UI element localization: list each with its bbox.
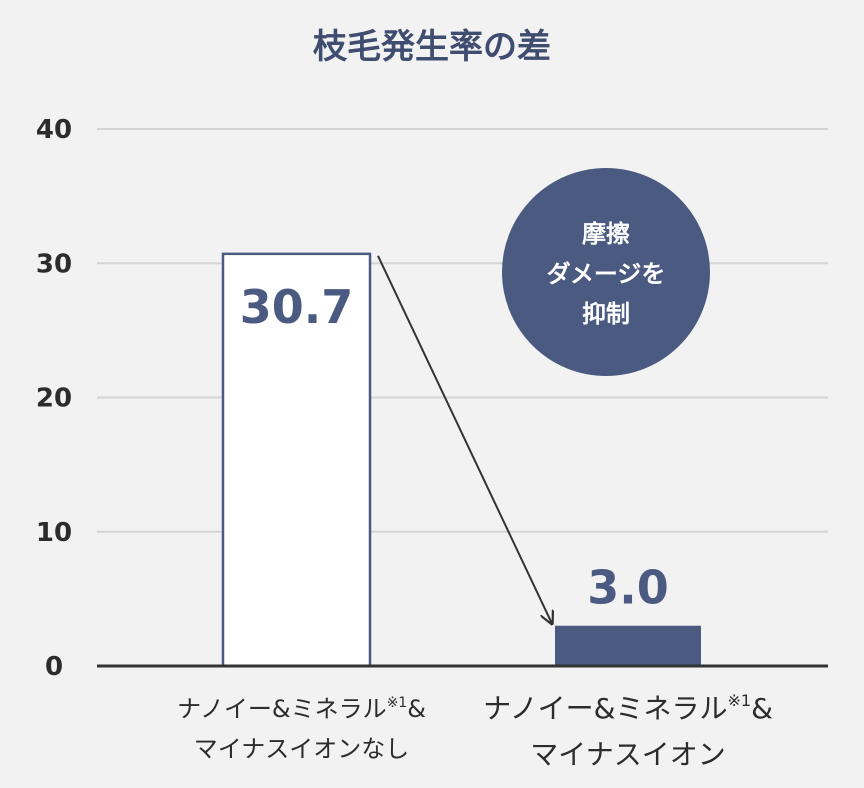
x-category-label-line: マイナスイオンなし [194, 735, 410, 763]
category-label-tail: & [407, 695, 426, 723]
chart-title: 枝毛発生率の差 [313, 27, 551, 67]
y-tick-label: 10 [36, 518, 72, 548]
footnote-superscript: ※1 [728, 691, 752, 710]
badge-text-line: 抑制 [582, 300, 630, 328]
data-label-without-ion: 30.7 [240, 280, 354, 334]
badge-text-line: 摩擦 [582, 220, 630, 248]
category-label-tail: & [751, 692, 773, 725]
x-category-label-line: ナノイー&ミネラル※1& [177, 695, 426, 723]
data-label-with-ion: 3.0 [587, 561, 669, 615]
badge-text-line: ダメージを [547, 260, 666, 288]
bar-with-ion [555, 625, 701, 666]
bar-without-ion [221, 252, 372, 668]
footnote-superscript: ※1 [387, 695, 408, 711]
badge-circle [502, 168, 710, 376]
y-tick-label: 30 [36, 249, 72, 279]
x-category-label-line: ナノイー&ミネラル※1& [483, 691, 773, 725]
y-tick-label: 40 [36, 115, 72, 145]
reduction-arrow [377, 255, 552, 624]
y-tick-label: 0 [45, 652, 63, 682]
x-category-label-line: マイナスイオン [530, 738, 725, 771]
y-tick-label: 20 [36, 384, 72, 414]
